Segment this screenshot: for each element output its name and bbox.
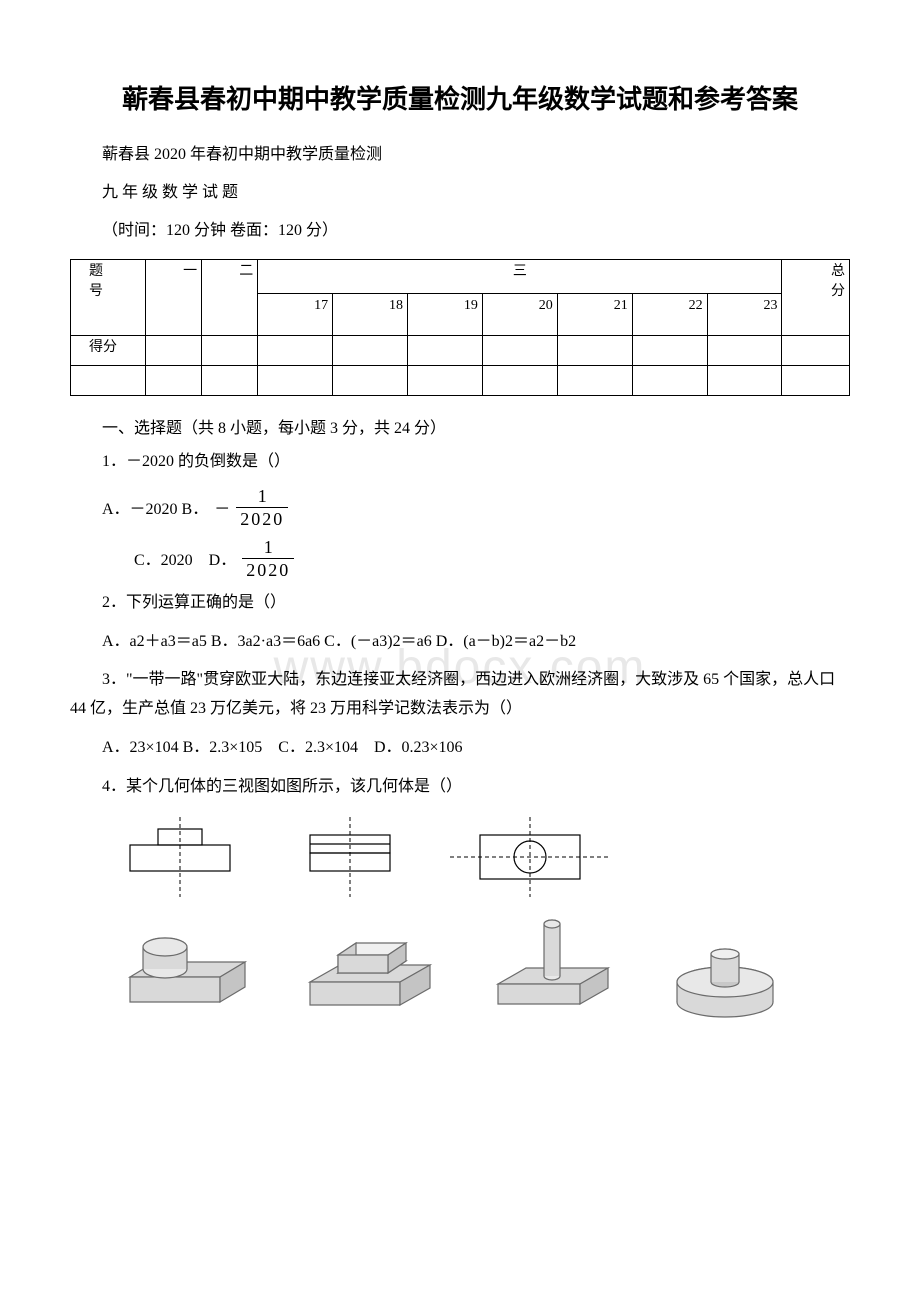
cell: 23 — [707, 294, 782, 336]
numerator: 1 — [236, 487, 288, 508]
table-row: 题 号 一 二 三 总 分 — [71, 260, 850, 294]
cell — [482, 336, 557, 366]
question-1-options-ab: A．－2020 B． － 1 2020 — [102, 487, 850, 528]
question-1-options-cd: C．2020 D． 1 2020 — [134, 538, 850, 579]
time-line: （时间：120 分钟 卷面：120 分） — [70, 215, 850, 247]
cell: 一 — [145, 260, 201, 336]
cell-label: 题 — [89, 264, 103, 279]
cell: 21 — [557, 294, 632, 336]
cell-label: 总 — [831, 264, 845, 279]
cell — [707, 366, 782, 396]
cell — [707, 336, 782, 366]
subtitle: 蕲春县 2020 年春初中期中教学质量检测 — [70, 139, 850, 171]
score-table: 题 号 一 二 三 总 分 17 18 19 20 21 22 23 得分 — [70, 259, 850, 396]
option-prefix: A．－2020 B． — [102, 495, 208, 519]
cell: 20 — [482, 294, 557, 336]
question-2-options: A．a2＋a3＝a5 B．3a2·a3＝6a6 C．(－a3)2＝a6 D．(a… — [70, 628, 850, 657]
cell — [258, 366, 333, 396]
cell — [557, 336, 632, 366]
cell — [408, 366, 483, 396]
question-4: 4．某个几何体的三视图如图所示，该几何体是（） — [70, 773, 850, 802]
cell: 19 — [408, 294, 483, 336]
cell — [632, 366, 707, 396]
option-prefix: C．2020 D． — [134, 546, 236, 570]
cell — [333, 336, 408, 366]
front-view-icon — [110, 817, 250, 897]
negative-sign: － — [214, 495, 230, 519]
side-view-icon — [280, 817, 420, 897]
solid-a-icon — [110, 927, 260, 1022]
question-3: 3．"一带一路"贯穿欧亚大陆，东边连接亚太经济圈，西边进入欧洲经济圈，大致涉及 … — [70, 666, 850, 724]
numerator: 1 — [242, 538, 294, 559]
solid-c-icon — [480, 912, 630, 1022]
cell — [202, 336, 258, 366]
cell — [782, 366, 850, 396]
cell — [145, 336, 201, 366]
cell — [333, 366, 408, 396]
cell: 17 — [258, 294, 333, 336]
grade-line: 九 年 级 数 学 试 题 — [70, 177, 850, 209]
denominator: 2020 — [242, 559, 294, 579]
cell — [258, 336, 333, 366]
cell — [782, 336, 850, 366]
document-title: 蕲春县春初中期中教学质量检测九年级数学试题和参考答案 — [70, 80, 850, 119]
cell-label: 分 — [831, 284, 845, 299]
fraction-icon: 1 2020 — [236, 487, 288, 528]
question-2: 2．下列运算正确的是（） — [70, 589, 850, 618]
cell — [632, 336, 707, 366]
solid-d-icon — [660, 932, 790, 1022]
cell — [482, 366, 557, 396]
top-view-icon — [450, 817, 610, 897]
cell: 22 — [632, 294, 707, 336]
table-row — [71, 366, 850, 396]
section-heading: 一、选择题（共 8 小题，每小题 3 分，共 24 分） — [70, 414, 850, 438]
three-view-diagrams — [110, 817, 850, 897]
cell-label: 号 — [89, 284, 103, 299]
cell-label: 得分 — [71, 336, 146, 366]
question-1: 1．－2020 的负倒数是（） — [70, 448, 850, 477]
cell — [557, 366, 632, 396]
cell — [408, 336, 483, 366]
cell — [145, 366, 201, 396]
question-3-options: A．23×104 B．2.3×105 C．2.3×104 D．0.23×106 — [70, 734, 850, 763]
cell — [71, 366, 146, 396]
table-row: 得分 — [71, 336, 850, 366]
document-content: 蕲春县春初中期中教学质量检测九年级数学试题和参考答案 蕲春县 2020 年春初中… — [70, 80, 850, 1022]
fraction-icon: 1 2020 — [242, 538, 294, 579]
solid-options — [110, 912, 850, 1022]
denominator: 2020 — [236, 508, 288, 528]
cell: 三 — [258, 260, 782, 294]
cell: 18 — [333, 294, 408, 336]
solid-b-icon — [290, 927, 450, 1022]
cell — [202, 366, 258, 396]
cell: 二 — [202, 260, 258, 336]
